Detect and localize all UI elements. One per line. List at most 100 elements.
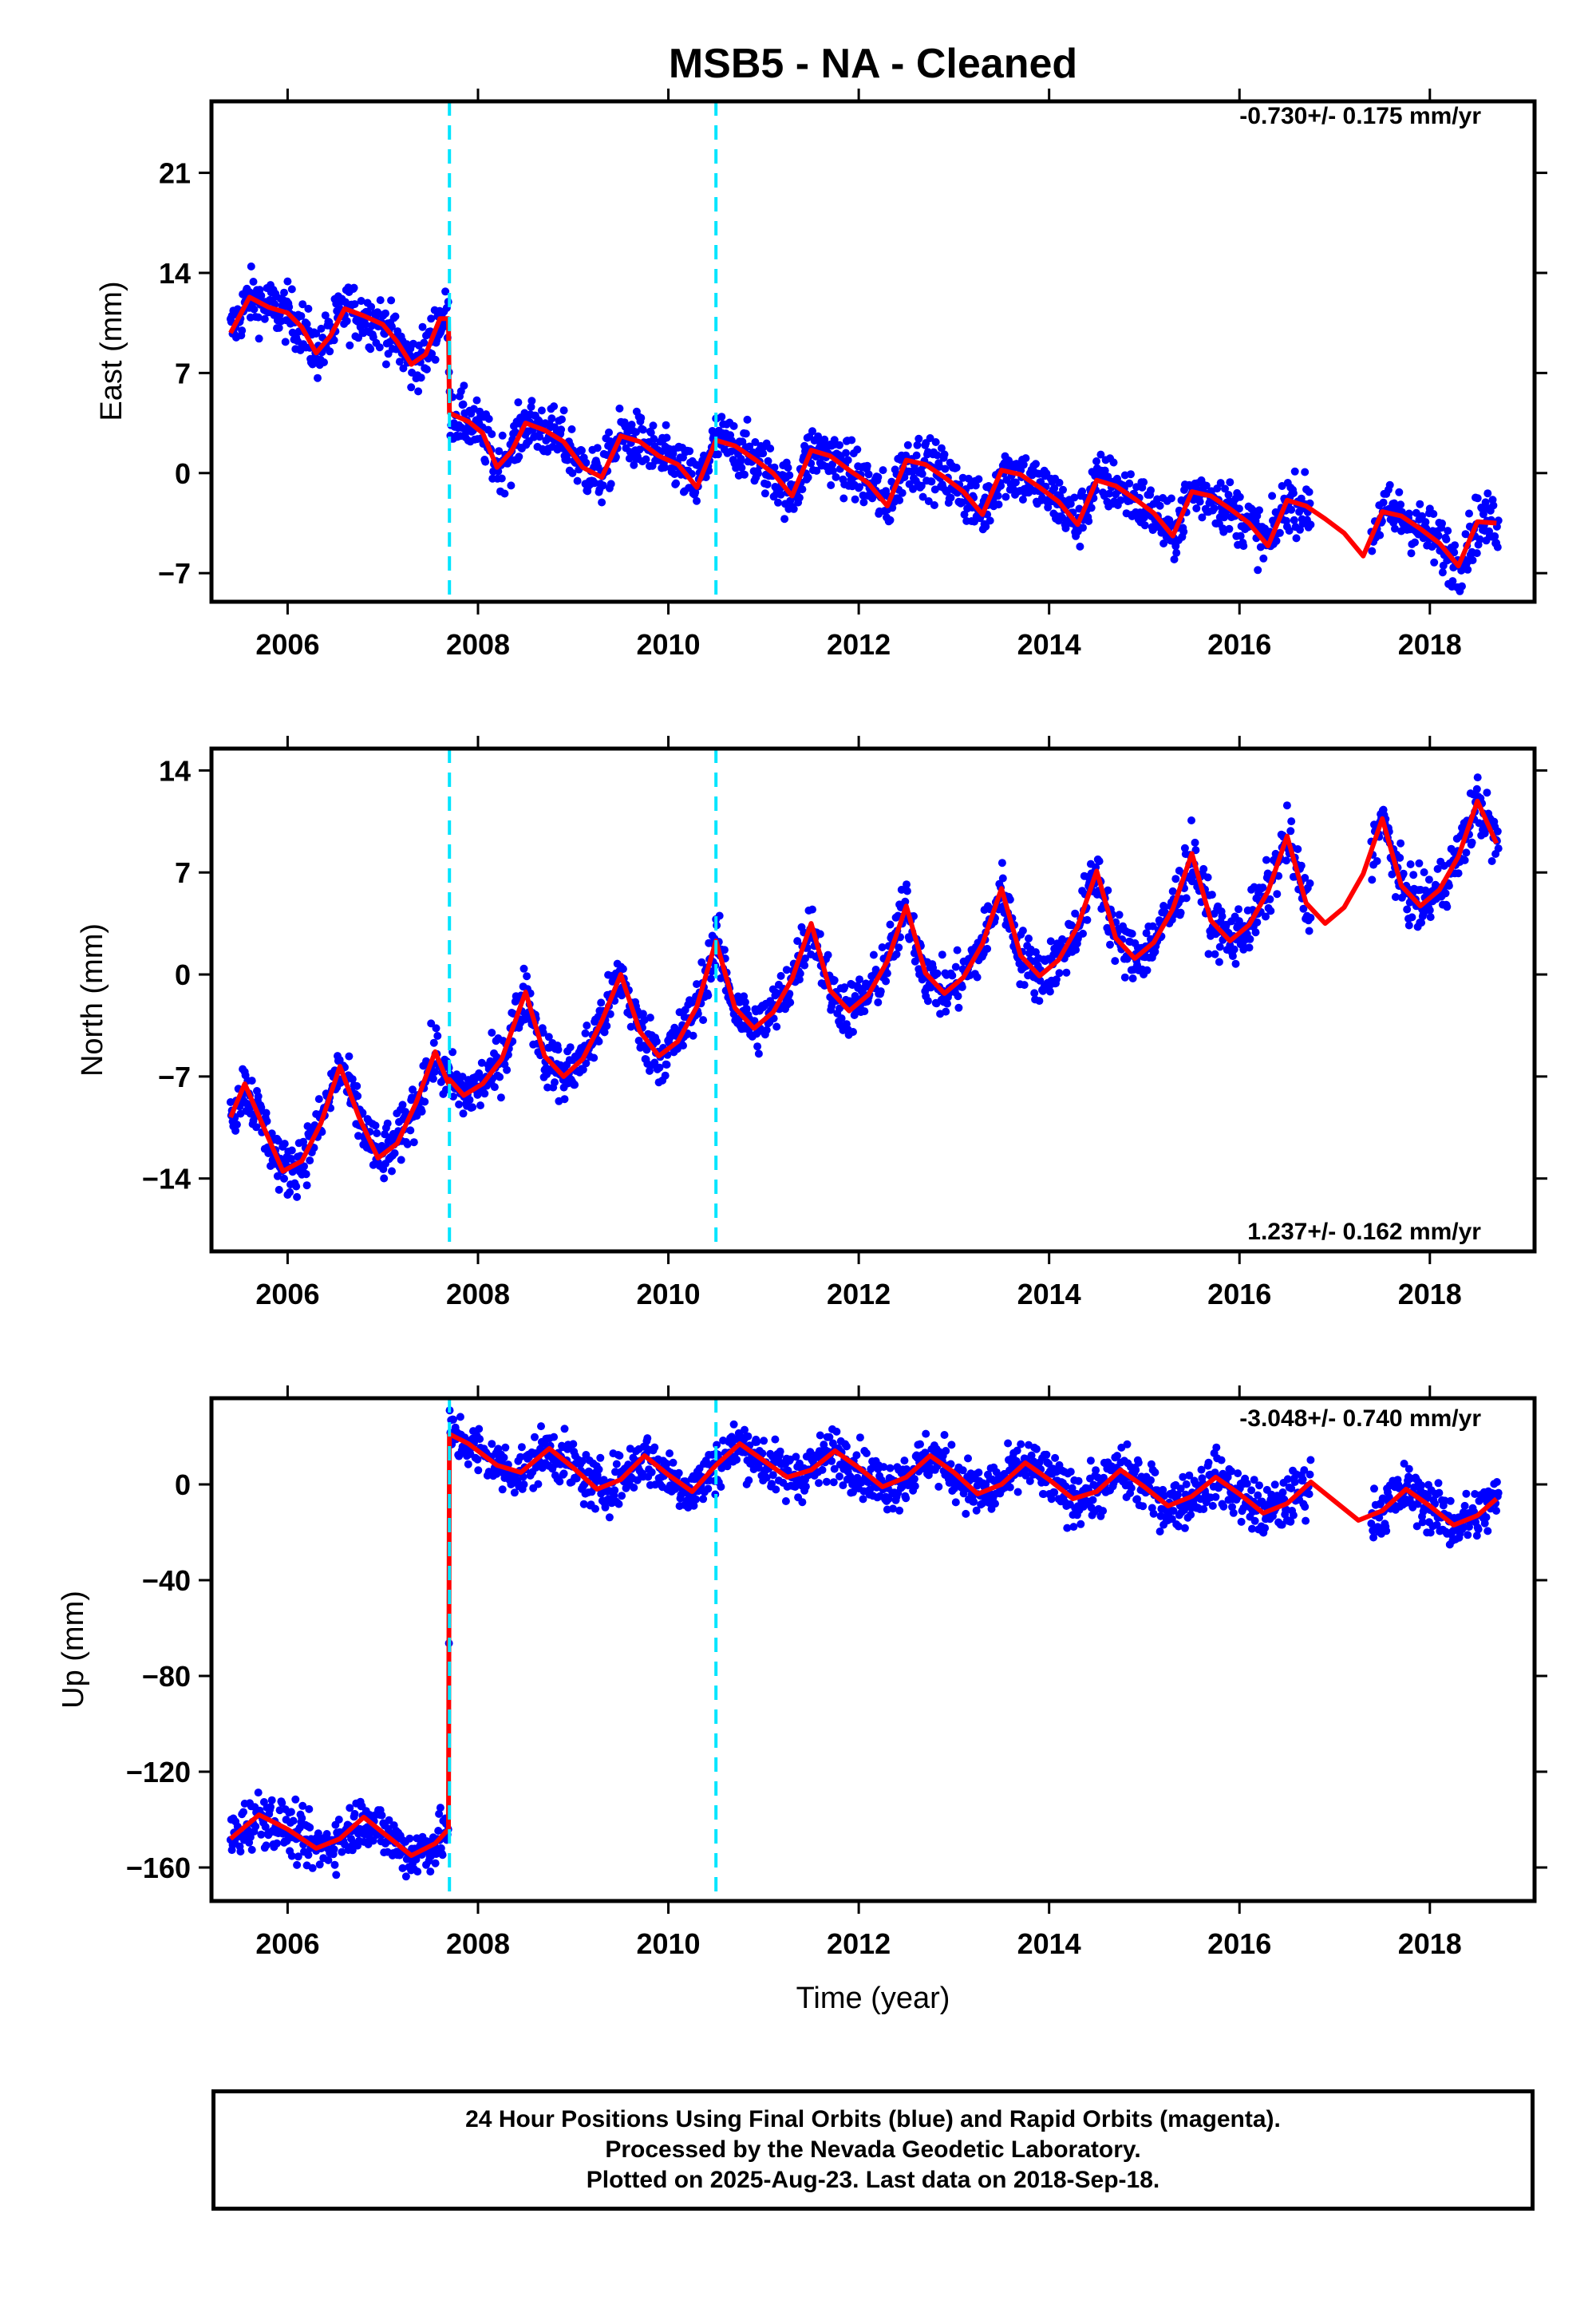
north-data-point	[943, 999, 951, 1008]
north-rate-label: 1.237+/- 0.162 mm/yr	[1247, 1219, 1481, 1245]
east-data-point	[326, 347, 334, 356]
east-data-point	[346, 341, 354, 350]
up-data-point	[776, 1447, 784, 1456]
east-data-point	[795, 493, 804, 502]
east-data-point	[1448, 577, 1457, 586]
up-data-point	[1027, 1451, 1036, 1460]
up-data-point	[1123, 1440, 1132, 1448]
up-data-point	[534, 1480, 543, 1488]
up-data-point	[1270, 1480, 1279, 1489]
north-data-point	[566, 1043, 575, 1052]
north-y-tick-label: −14	[142, 1163, 191, 1196]
north-data-point	[1306, 879, 1314, 887]
north-data-point	[1030, 989, 1039, 998]
east-data-point	[958, 498, 966, 507]
east-data-point	[1044, 503, 1053, 512]
east-data-point	[851, 495, 859, 504]
north-data-point	[348, 1075, 357, 1084]
north-data-point	[1025, 935, 1033, 943]
east-data-point	[498, 431, 507, 440]
up-data-point	[1306, 1456, 1315, 1464]
east-data-point	[422, 365, 431, 373]
north-data-point	[1415, 859, 1424, 868]
east-data-point	[361, 320, 369, 329]
north-data-point	[973, 973, 982, 982]
up-data-point	[449, 1415, 457, 1424]
up-data-point	[1050, 1488, 1059, 1496]
north-data-point	[1168, 887, 1177, 895]
up-data-point	[308, 1863, 317, 1872]
north-data-point	[1251, 928, 1260, 937]
north-event-lines	[448, 749, 718, 1251]
up-data-point	[474, 1466, 483, 1475]
north-data-point	[1266, 895, 1274, 903]
east-rate-label: -0.730+/- 0.175 mm/yr	[1239, 103, 1481, 129]
up-data-point	[1237, 1517, 1246, 1526]
north-data-point	[231, 1126, 240, 1135]
east-data-point	[1434, 531, 1443, 539]
east-data-point	[895, 496, 904, 504]
east-data-point	[350, 283, 358, 292]
up-data-point	[798, 1498, 807, 1507]
north-data-point	[257, 1103, 266, 1112]
east-data-point	[1275, 528, 1284, 537]
up-data-point	[1250, 1516, 1259, 1525]
up-data-point	[855, 1433, 864, 1442]
up-data-point	[1219, 1502, 1228, 1511]
east-scatter-points	[226, 262, 1503, 595]
up-data-point	[1287, 1484, 1296, 1492]
north-data-point	[262, 1109, 271, 1117]
east-data-point	[1001, 492, 1010, 501]
north-data-point	[1266, 907, 1275, 915]
north-data-point	[1215, 958, 1223, 966]
north-data-point	[373, 1129, 381, 1137]
up-data-point	[1290, 1478, 1299, 1486]
east-data-point	[280, 288, 288, 297]
east-data-point	[842, 449, 850, 457]
east-data-point	[247, 262, 255, 271]
up-data-point	[434, 1827, 443, 1835]
up-data-point	[615, 1452, 624, 1460]
east-data-point	[428, 350, 437, 358]
up-data-point	[1086, 1456, 1095, 1465]
up-data-point	[1113, 1452, 1121, 1460]
north-data-point	[793, 937, 802, 946]
up-data-point	[1066, 1468, 1075, 1476]
north-data-point	[892, 950, 901, 958]
east-data-point	[915, 434, 923, 443]
north-data-point	[606, 1010, 614, 1018]
north-data-point	[753, 1042, 762, 1051]
north-data-point	[1399, 869, 1408, 878]
north-data-point	[687, 998, 696, 1007]
up-data-point	[1305, 1490, 1314, 1499]
east-data-point	[685, 447, 694, 456]
east-data-point	[527, 402, 535, 411]
east-data-point	[395, 358, 404, 366]
east-data-point	[1055, 478, 1064, 487]
north-data-point	[1286, 827, 1295, 836]
up-data-point	[293, 1860, 302, 1869]
east-data-point	[843, 456, 852, 464]
north-data-point	[901, 897, 910, 906]
east-data-point	[1202, 481, 1211, 490]
up-data-point	[398, 1863, 407, 1872]
east-data-point	[727, 447, 735, 456]
north-data-point	[704, 991, 713, 1000]
north-data-point	[776, 971, 785, 980]
east-data-point	[1100, 466, 1109, 475]
up-data-point	[825, 1433, 834, 1441]
north-data-point	[1142, 929, 1151, 938]
north-data-point	[1245, 943, 1254, 952]
up-data-point	[669, 1458, 678, 1467]
north-data-point	[903, 887, 911, 895]
up-data-point	[500, 1453, 508, 1462]
up-data-point	[350, 1809, 359, 1818]
up-data-point	[596, 1453, 605, 1462]
up-data-point	[239, 1808, 247, 1816]
up-data-point	[630, 1484, 638, 1492]
up-data-point	[970, 1497, 978, 1506]
north-data-point	[1036, 976, 1045, 985]
north-data-point	[1079, 929, 1087, 938]
north-data-point	[1262, 912, 1270, 921]
